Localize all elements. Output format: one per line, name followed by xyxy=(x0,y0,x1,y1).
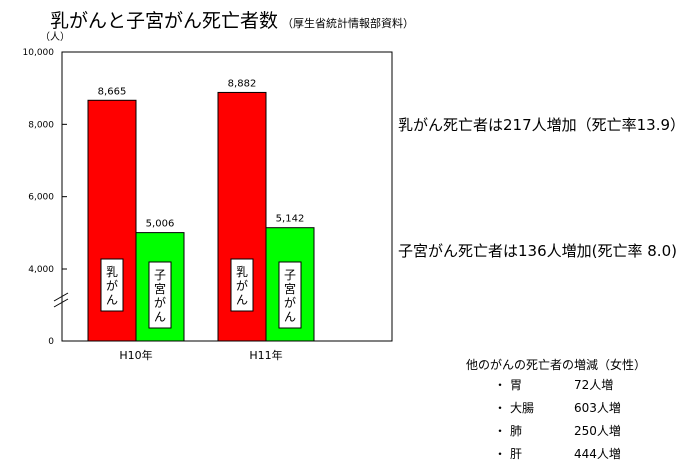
y-tick-label: 10,000 xyxy=(23,48,55,58)
change-value: 444人増 xyxy=(574,447,621,461)
series-name-char: ん xyxy=(236,293,248,307)
series-name-box xyxy=(230,258,254,312)
other-cancers-heading: 他のがんの死亡者の増減（女性） xyxy=(466,358,647,372)
change-value: 603人増 xyxy=(574,401,621,415)
chart-title: 乳がんと子宮がん死亡者数 （厚生省統計情報部資料） xyxy=(50,6,414,33)
series-name-char: 乳 xyxy=(236,265,248,279)
organ-label: 肺 xyxy=(510,424,523,438)
change-value: 72人増 xyxy=(574,378,614,392)
series-name-char: が xyxy=(236,278,248,293)
chart-title-source: （厚生省統計情報部資料） xyxy=(282,17,415,30)
series-name-char: が xyxy=(154,295,166,310)
other-cancers-panel: 他のがんの死亡者の増減（女性） ・胃 72人増 ・大腸 603人増 ・肺 250人増 … xyxy=(466,356,646,468)
bullet: ・ xyxy=(494,424,507,438)
other-cancer-row: ・胃 72人増 xyxy=(466,376,646,399)
data-label: 8,665 xyxy=(98,86,127,97)
bullet: ・ xyxy=(494,447,507,461)
series-name-box xyxy=(278,261,302,329)
axis-break-mark xyxy=(53,298,69,308)
annotation-breast-cancer: 乳がん死亡者は217人増加（死亡率13.9） xyxy=(398,116,686,134)
change-value: 250人増 xyxy=(574,424,621,438)
other-cancer-row: ・肺 250人増 xyxy=(466,422,646,445)
series-name-char: 子 xyxy=(284,268,296,282)
organ-label: 大腸 xyxy=(510,401,535,415)
series-name-char: 子 xyxy=(154,268,166,282)
data-label: 5,006 xyxy=(146,219,175,230)
x-tick-label: H10年 xyxy=(119,348,152,362)
x-tick-label: H11年 xyxy=(249,348,282,362)
other-cancer-row: ・大腸 603人増 xyxy=(466,399,646,422)
y-tick-label: 6,000 xyxy=(28,193,54,203)
series-name-box xyxy=(148,261,172,329)
data-label: 5,142 xyxy=(276,214,305,225)
chart-title-main: 乳がんと子宮がん死亡者数 xyxy=(50,10,279,32)
series-name-char: ん xyxy=(284,310,296,324)
series-name-char: が xyxy=(106,278,118,293)
annotation-uterine-cancer: 子宮がん死亡者は136人増加(死亡率 8.0) xyxy=(398,242,677,260)
organ-label: 肝 xyxy=(510,447,523,461)
organ-label: 胃 xyxy=(510,378,523,392)
data-label: 8,882 xyxy=(228,78,257,89)
series-name-char: 宮 xyxy=(154,281,166,296)
bullet: ・ xyxy=(494,401,507,415)
series-name-char: 宮 xyxy=(284,281,296,296)
series-name-char: が xyxy=(284,295,296,310)
y-tick-label: 4,000 xyxy=(28,265,54,275)
series-name-char: 乳 xyxy=(106,265,118,279)
axis-break-mark xyxy=(53,292,69,302)
series-name-box xyxy=(100,258,124,312)
series-name-char: ん xyxy=(154,310,166,324)
y-tick-label: 0 xyxy=(48,337,54,347)
y-tick-label: 8,000 xyxy=(28,120,54,130)
other-cancer-row: ・肝 444人増 xyxy=(466,445,646,468)
bullet: ・ xyxy=(494,378,507,392)
y-unit-label: （人） xyxy=(40,31,70,43)
series-name-char: ん xyxy=(106,293,118,307)
